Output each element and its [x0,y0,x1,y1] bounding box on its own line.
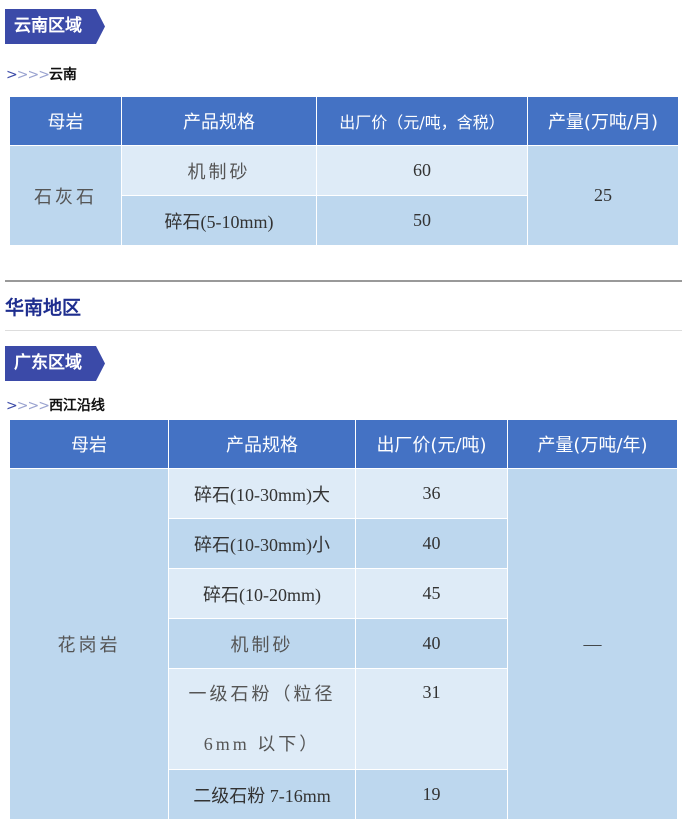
table-row: 碎石(10-20mm) 45 [10,568,678,619]
subheading-xijiang: >>>>西江沿线 [6,395,105,415]
subheading-label: 西江沿线 [48,398,105,414]
table-row: 石灰石 机制砂 60 25 [9,145,679,246]
header-cell: 产量(万吨/月) [527,96,679,146]
table-header-row: 母岩 产品规格 出厂价（元/吨，含税） 产量(万吨/月) [9,96,679,146]
header-cell: 出厂价（元/吨，含税） [316,96,528,146]
spec-cell: 碎石(10-20mm) [168,568,356,619]
price-cell: 40 [355,618,508,669]
yunnan-table: 母岩 产品规格 出厂价（元/吨，含税） 产量(万吨/月) 石灰石 机制砂 60 … [9,96,679,246]
guangdong-table: 母岩 产品规格 出厂价(元/吨) 产量(万吨/年) 花岗岩 碎石(10-30mm… [9,419,678,820]
table-header-row: 母岩 产品规格 出厂价(元/吨) 产量(万吨/年) [9,419,678,469]
price-cell: 40 [355,518,508,569]
table-row: 机制砂 40 [10,618,678,669]
spec-cell: 机制砂 [168,618,356,669]
spec-cell: 碎石(10-30mm)大 [168,468,356,519]
table-row: 一级石粉（粒径 6mm 以下） 31 [10,668,678,770]
arrows-icon: >>>> [6,67,50,83]
output-cell: — [507,468,678,820]
arrows-icon: >>>> [6,398,50,414]
table-row: 碎石(5-10mm) 50 [10,195,679,246]
divider [5,330,682,331]
spec-cell: 一级石粉（粒径 6mm 以下） [168,668,356,770]
spec-cell: 机制砂 [121,145,317,196]
spec-cell: 碎石(10-30mm)小 [168,518,356,569]
rock-cell: 石灰石 [9,145,122,246]
price-cell: 50 [316,195,528,246]
spec-cell: 二级石粉 7-16mm [168,769,356,820]
price-cell: 31 [355,668,508,770]
header-cell: 产品规格 [121,96,317,146]
section-tag-guangdong: 广东区域 [5,346,105,381]
region-heading: 华南地区 [5,297,82,319]
price-cell: 45 [355,568,508,619]
rock-cell: 花岗岩 [9,468,169,820]
table-row: 碎石(10-30mm)小 40 [10,518,678,569]
divider [5,280,682,282]
header-cell: 产品规格 [168,419,356,469]
price-cell: 60 [316,145,528,196]
header-cell: 产量(万吨/年) [507,419,678,469]
table-row: 花岗岩 碎石(10-30mm)大 36 — [9,468,678,820]
spec-cell: 碎石(5-10mm) [121,195,317,246]
subheading-yunnan: >>>>云南 [6,64,77,84]
header-cell: 母岩 [9,96,122,146]
price-cell: 36 [355,468,508,519]
section-tag-yunnan: 云南区域 [5,9,105,44]
header-cell: 出厂价(元/吨) [355,419,508,469]
price-cell: 19 [355,769,508,820]
header-cell: 母岩 [9,419,169,469]
subheading-label: 云南 [48,67,77,83]
table-row: 二级石粉 7-16mm 19 [10,769,678,820]
output-cell: 25 [527,145,679,246]
